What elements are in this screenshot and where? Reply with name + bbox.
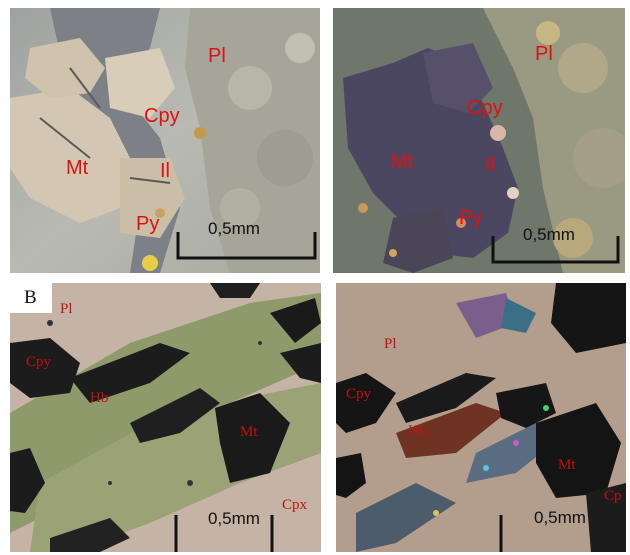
label-mt: Mt xyxy=(240,424,258,440)
label-cp: Cp xyxy=(604,488,622,504)
scale-bar-label: 0,5mm xyxy=(534,508,586,527)
label-cpx: Cpx xyxy=(282,497,308,513)
label-hb: Hb xyxy=(90,390,109,406)
label-pl: Pl xyxy=(60,301,73,317)
label-pl: Pl xyxy=(535,43,553,65)
label-mt: Mt xyxy=(391,151,414,173)
scale-bar-label: 0,5mm xyxy=(208,509,260,528)
micrograph-bottom-right: Pl Cpy Hb Mt Cp 0,5mm xyxy=(336,283,626,552)
label-cpy: Cpy xyxy=(346,386,372,402)
label-mt: Mt xyxy=(558,457,576,473)
micrograph-top-left: Pl Cpy Mt Il Py 0,5mm xyxy=(10,8,320,273)
label-il: Il xyxy=(485,154,495,176)
micrograph-top-left-image xyxy=(10,8,320,273)
label-mt: Mt xyxy=(66,157,89,179)
scale-bar-label: 0,5mm xyxy=(523,225,575,244)
micrograph-bottom-right-image xyxy=(336,283,626,552)
label-cpy: Cpy xyxy=(144,105,180,127)
label-py: Py xyxy=(459,207,483,229)
micrograph-top-right-image xyxy=(333,8,625,273)
micrograph-bottom-left: B Pl Cpy Hb Mt Cpx 0,5mm xyxy=(10,283,321,552)
label-hb: Hb xyxy=(408,423,427,439)
micrograph-top-right: Pl Cpy Mt Il Py 0,5mm xyxy=(333,8,625,273)
label-py: Py xyxy=(136,213,160,235)
micrograph-bottom-left-image xyxy=(10,283,321,552)
label-pl: Pl xyxy=(208,45,226,67)
label-cpy: Cpy xyxy=(26,354,52,370)
label-cpy: Cpy xyxy=(467,97,503,119)
label-pl: Pl xyxy=(384,336,397,352)
scale-bar-label: 0,5mm xyxy=(208,219,260,238)
label-il: Il xyxy=(160,160,170,182)
panel-letter-b: B xyxy=(10,283,52,313)
